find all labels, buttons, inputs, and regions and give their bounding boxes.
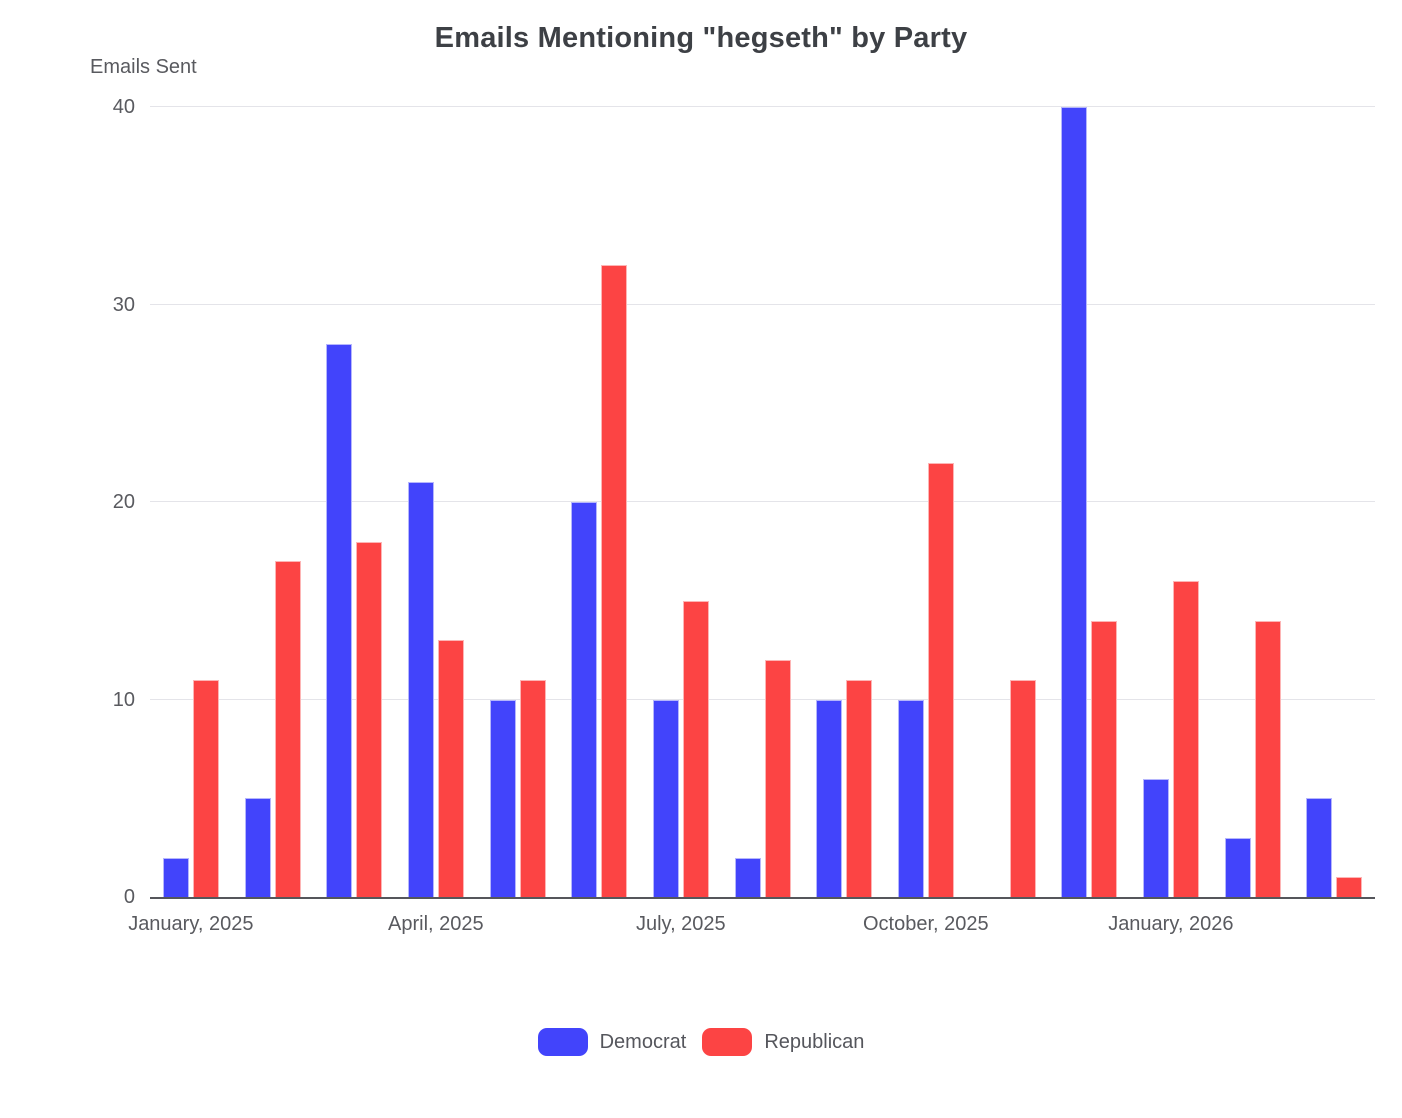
bar-republican-january-2026 bbox=[1172, 581, 1199, 897]
bar-republican-february-2026 bbox=[1254, 620, 1281, 897]
bar-democrat-april-2025 bbox=[407, 482, 434, 897]
gridline bbox=[150, 698, 1375, 700]
gridline bbox=[150, 106, 1375, 107]
bar-republican-october-2025 bbox=[927, 462, 954, 897]
bar-democrat-january-2025 bbox=[162, 857, 189, 897]
bar-republican-april-2025 bbox=[437, 640, 464, 897]
legend-item-republican[interactable]: Republican bbox=[702, 1028, 864, 1056]
y-tick-label: 40 bbox=[112, 96, 135, 118]
bar-republican-february-2025 bbox=[274, 561, 301, 897]
bar-republican-december-2025 bbox=[1091, 620, 1118, 897]
y-tick-label: 20 bbox=[112, 491, 135, 513]
y-tick-label: 30 bbox=[112, 293, 135, 316]
bar-republican-august-2025 bbox=[764, 660, 791, 897]
bar-republican-september-2025 bbox=[846, 679, 873, 897]
legend-swatch bbox=[537, 1028, 588, 1056]
x-tick-label: January, 2026 bbox=[1108, 913, 1234, 935]
legend-label: Democrat bbox=[599, 1030, 687, 1053]
plot-area bbox=[150, 106, 1375, 899]
bar-democrat-december-2025 bbox=[1061, 107, 1088, 897]
bar-republican-january-2025 bbox=[192, 679, 219, 897]
bar-republican-march-2026 bbox=[1336, 877, 1363, 897]
gridline bbox=[150, 501, 1375, 502]
legend: Democrat Republican bbox=[0, 1028, 1402, 1056]
bar-democrat-august-2025 bbox=[734, 857, 761, 897]
bar-republican-may-2025 bbox=[519, 679, 546, 897]
x-tick-label: April, 2025 bbox=[388, 913, 484, 935]
bar-democrat-february-2025 bbox=[244, 798, 271, 897]
bar-democrat-june-2025 bbox=[571, 502, 598, 897]
y-tick-label: 10 bbox=[112, 688, 135, 711]
chart-title: Emails Mentioning "hegseth" by Party bbox=[434, 22, 968, 54]
bar-democrat-july-2025 bbox=[652, 699, 679, 897]
bar-democrat-october-2025 bbox=[897, 699, 924, 897]
x-tick-label: July, 2025 bbox=[635, 913, 726, 935]
bar-democrat-march-2025 bbox=[326, 344, 353, 897]
bar-republican-march-2025 bbox=[356, 541, 383, 897]
x-tick-label: January, 2025 bbox=[128, 913, 254, 935]
legend-swatch bbox=[702, 1028, 753, 1056]
legend-item-democrat[interactable]: Democrat bbox=[537, 1028, 687, 1056]
x-tick-label: October, 2025 bbox=[863, 913, 989, 935]
gridline bbox=[150, 303, 1375, 305]
bar-democrat-september-2025 bbox=[816, 699, 843, 897]
bar-democrat-february-2026 bbox=[1224, 837, 1251, 897]
y-axis-title: Emails Sent bbox=[90, 56, 197, 78]
bar-democrat-may-2025 bbox=[489, 699, 516, 897]
bar-republican-november-2025 bbox=[1009, 679, 1036, 897]
bar-democrat-january-2026 bbox=[1142, 778, 1169, 897]
bar-republican-july-2025 bbox=[682, 600, 709, 897]
bar-republican-june-2025 bbox=[601, 265, 628, 897]
y-tick-label: 0 bbox=[123, 886, 135, 908]
legend-label: Republican bbox=[764, 1030, 865, 1053]
bar-democrat-march-2026 bbox=[1306, 798, 1333, 897]
